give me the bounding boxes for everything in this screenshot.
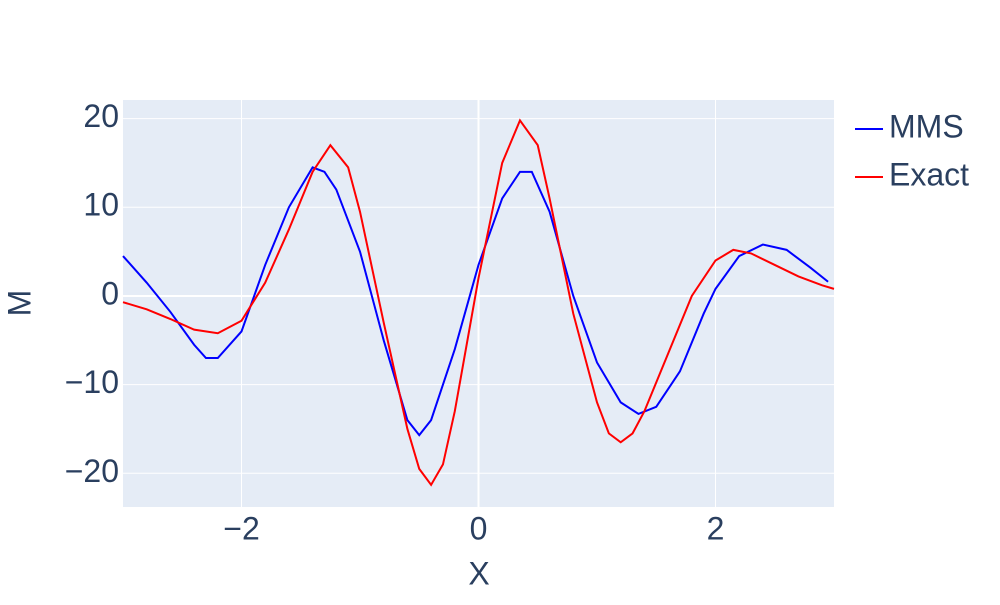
x-tick-label: 0 [470,510,488,546]
y-tick-label: 0 [101,275,119,311]
legend-label: Exact [889,156,969,192]
x-tick-label: 2 [707,510,725,546]
y-tick-label: −10 [65,364,119,400]
x-tick-label: −2 [223,510,259,546]
legend-label: MMS [889,108,964,144]
y-axis-title: M [1,290,37,317]
line [122,166,829,437]
y-tick-label: 10 [83,187,119,223]
x-axis-title: X [468,555,489,591]
y-tick-label: 20 [83,98,119,134]
line [122,118,835,487]
y-tick-label: −20 [65,453,119,489]
